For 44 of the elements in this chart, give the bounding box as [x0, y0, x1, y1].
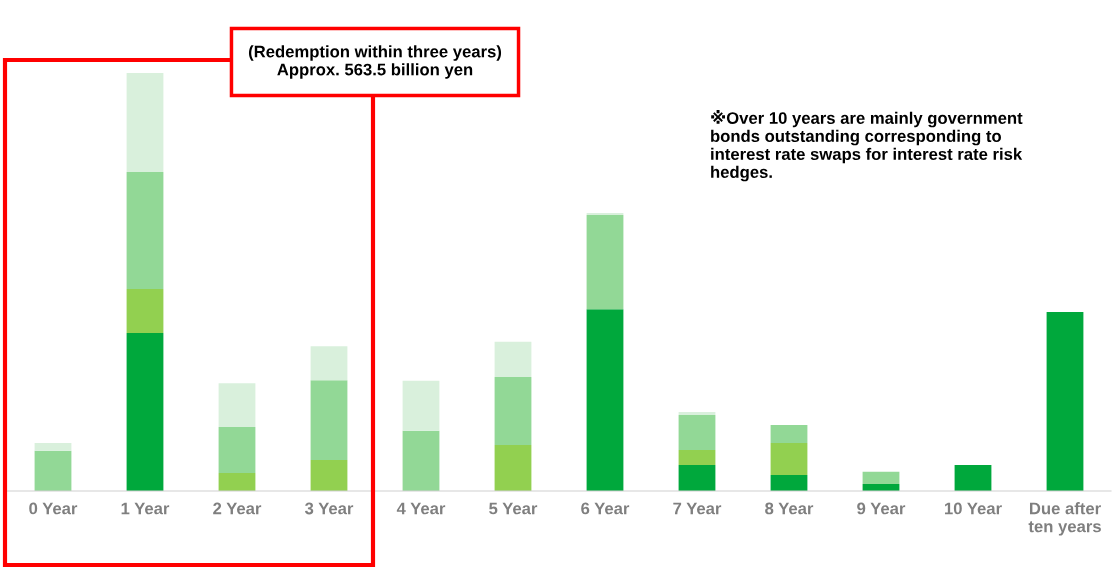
- bar: [218, 383, 256, 428]
- x-tick-label: 1 Year: [121, 502, 170, 515]
- bar: [678, 465, 716, 491]
- bar: [586, 215, 624, 310]
- bar: [402, 380, 440, 431]
- bar: [126, 289, 164, 333]
- bar: [34, 442, 72, 451]
- bar: [1046, 312, 1084, 491]
- bar: [126, 73, 164, 173]
- bar: [586, 309, 624, 491]
- annotation: (Redemption within three years) Approx. 563.5 billion yen: [248, 45, 502, 79]
- bar: [770, 424, 808, 443]
- bar: [402, 430, 440, 491]
- x-tick-label: 5 Year: [489, 502, 538, 515]
- bar: [34, 450, 72, 491]
- bar: [678, 412, 716, 415]
- bar: [954, 465, 992, 491]
- bar: [310, 380, 348, 461]
- bar: [126, 333, 164, 491]
- bar: [678, 450, 716, 466]
- x-tick-label: 3 Year: [304, 502, 354, 515]
- bar: [494, 341, 532, 377]
- bar: [770, 475, 808, 491]
- x-tick-label: 0 Year: [29, 502, 78, 515]
- x-tick-label: 2 Year: [213, 502, 262, 515]
- bar: [494, 376, 532, 446]
- bar: [494, 445, 532, 491]
- bar: [770, 442, 808, 476]
- bar: [218, 473, 256, 491]
- bar: [678, 414, 716, 451]
- x-tick-label: 8 Year: [765, 502, 814, 515]
- x-tick-label: Due after ten years: [1028, 502, 1101, 536]
- bar: [126, 172, 164, 290]
- bar: [218, 427, 256, 474]
- bar: [586, 213, 624, 216]
- x-tick-label: 10 Year: [945, 502, 1002, 515]
- bar: [310, 346, 348, 381]
- annotation: ※Over 10 years are mainly government bonds outstanding corresponding to interest rate swaps for interest rate risk hedges.: [711, 110, 1023, 182]
- x-tick-label: 7 Year: [673, 502, 722, 515]
- bar: [310, 460, 348, 491]
- bar: [862, 471, 900, 484]
- x-tick-label: 9 Year: [857, 502, 906, 515]
- x-tick-label: 4 Year: [396, 502, 446, 515]
- x-tick-label: 6 Year: [581, 502, 630, 515]
